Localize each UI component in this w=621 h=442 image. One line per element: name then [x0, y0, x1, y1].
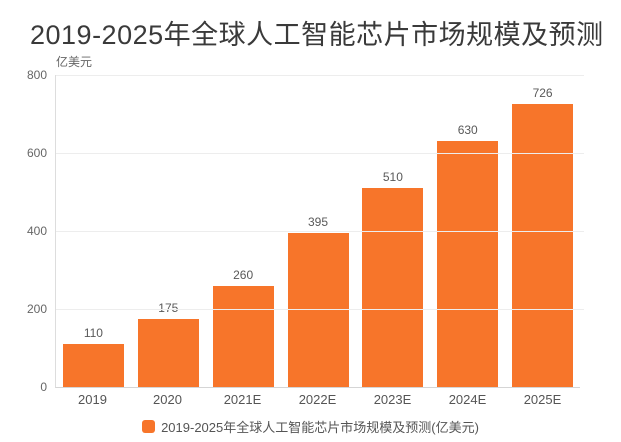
y-tick-label-0: 0: [40, 380, 47, 394]
y-tick-label-800: 800: [26, 68, 47, 82]
bar-value-label-2025E: 726: [532, 85, 553, 100]
bar-slot-2025E: 726: [505, 75, 580, 387]
bar-2025E[interactable]: 726: [512, 86, 574, 387]
bar-2021E[interactable]: 260: [212, 268, 274, 387]
gridline-y-200: [56, 309, 584, 310]
y-tick-label-400: 400: [26, 224, 47, 238]
x-axis-labels: 2019 2020 2021E 2022E 2023E 2024E 2025E: [55, 392, 580, 407]
x-tick-label-2023E: 2023E: [373, 392, 412, 407]
bar-value-label-2023E: 510: [382, 170, 403, 185]
legend-label: 2019-2025年全球人工智能芯片市场规模及预测(亿美元): [161, 420, 479, 435]
bar-slot-2019: 110: [56, 75, 131, 387]
bar-value-label-2020: 175: [158, 300, 179, 315]
gridline-y-600: [56, 153, 584, 154]
x-tick-label-2019: 2019: [78, 392, 107, 407]
y-tick-label-600: 600: [26, 146, 47, 160]
bar-slot-2023E: 510: [355, 75, 430, 387]
x-tick-label-2024E: 2024E: [448, 392, 487, 407]
gridline-y-400: [56, 231, 584, 232]
bars-row: 110 175 260 395 510 630 726: [56, 75, 580, 387]
bar-2020[interactable]: 175: [137, 301, 199, 387]
x-tick-label-2021E: 2021E: [223, 392, 262, 407]
bar-slot-2020: 175: [131, 75, 206, 387]
x-tick-label-2025E: 2025E: [523, 392, 562, 407]
bar-slot-2024E: 630: [430, 75, 505, 387]
bar-value-label-2022E: 395: [307, 214, 329, 229]
bar-value-label-2019: 110: [83, 326, 103, 341]
bar-2019[interactable]: 110: [62, 326, 124, 387]
y-axis-unit-label: 亿美元: [56, 55, 93, 69]
y-tick-label-200: 200: [26, 302, 47, 316]
plot-area: 110 175 260 395 510 630 726 0 200 400 600 800: [27, 68, 584, 394]
bar-slot-2021E: 260: [206, 75, 281, 387]
legend-swatch-icon: [142, 420, 156, 433]
x-tick-label-2020: 2020: [153, 392, 182, 407]
bar-2023E[interactable]: 510: [362, 170, 424, 387]
chart-title: 2019-2025年全球人工智能芯片市场规模及预测: [30, 20, 604, 50]
legend-item[interactable]: 2019-2025年全球人工智能芯片市场规模及预测(亿美元): [0, 417, 621, 436]
bar-value-label-2021E: 260: [233, 267, 254, 282]
gridline-y-800: [56, 75, 584, 76]
bar-value-label-2024E: 630: [457, 123, 478, 138]
bar-2024E[interactable]: 630: [437, 123, 499, 387]
x-tick-label-2022E: 2022E: [298, 392, 337, 407]
